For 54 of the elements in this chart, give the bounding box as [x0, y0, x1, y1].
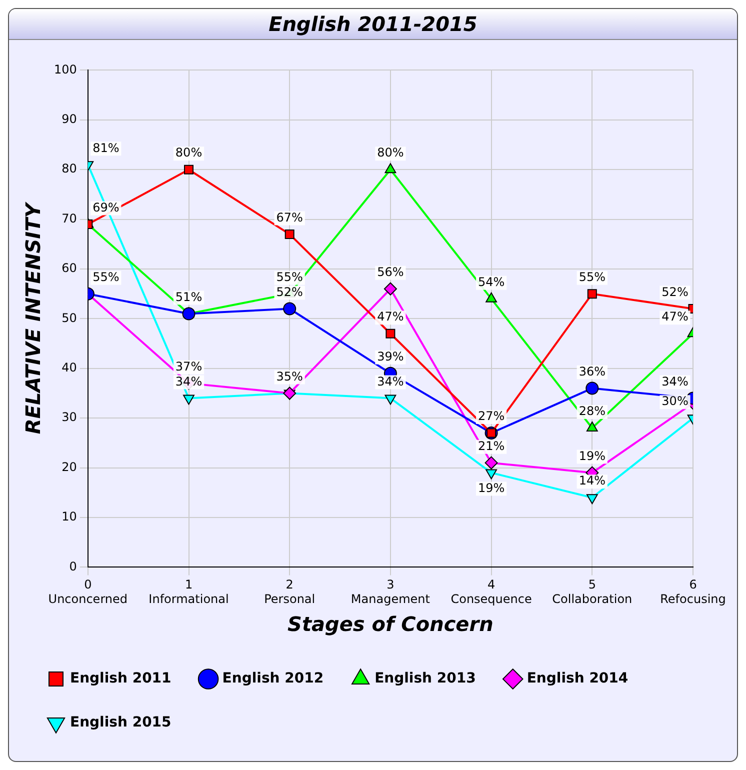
y-tick-label: 80 [62, 162, 77, 176]
x-tick-label: 2 Personal [264, 578, 316, 606]
x-tick-label: 6 Refocusing [660, 578, 726, 606]
y-tick-label: 60 [62, 261, 77, 276]
data-label: 55% [92, 270, 120, 284]
data-label: 36% [578, 364, 606, 378]
data-label: 19% [578, 448, 606, 463]
y-tick-label: 40 [62, 360, 77, 375]
x-tick-label: 4 Consequence [450, 578, 532, 606]
x-tick-label: 0 Unconcerned [48, 578, 128, 606]
y-tick-label: 10 [62, 510, 77, 524]
data-label: 19% [478, 480, 505, 495]
data-label: 35% [276, 369, 303, 384]
data-label: 34% [662, 374, 688, 388]
data-label: 47% [662, 310, 688, 324]
data-label: 34% [377, 374, 404, 388]
x-tick-label: 5 Collaboration [552, 578, 632, 606]
legend-label: English 2012 [222, 670, 324, 687]
data-label: 55% [578, 270, 606, 284]
data-label: 67% [276, 210, 303, 224]
data-label: 55% [276, 270, 303, 284]
data-label: 80% [175, 146, 202, 160]
data-label: 14% [578, 474, 606, 488]
data-label: 39% [377, 349, 404, 364]
x-axis-title: Stages of Concern [288, 612, 494, 636]
data-label: 69% [92, 200, 120, 214]
y-tick-label: 50 [62, 310, 77, 325]
data-label: 21% [478, 438, 505, 453]
data-label: 47% [377, 310, 404, 324]
legend-label: English 2014 [526, 670, 628, 687]
legend-label: English 2013 [374, 670, 476, 687]
data-label: 81% [92, 140, 120, 155]
data-label: 51% [175, 290, 202, 304]
data-label: 52% [662, 284, 688, 299]
y-tick-label: 90 [62, 112, 77, 126]
y-tick-label: 30 [62, 410, 77, 424]
data-label: 28% [578, 404, 606, 418]
x-tick-label: 1 Informational [148, 578, 229, 606]
data-label: 80% [377, 146, 404, 160]
y-tick-label: 100 [54, 62, 77, 76]
data-label: 37% [175, 359, 202, 374]
data-label: 56% [377, 265, 404, 280]
chart-title: English 2011-2015 [9, 9, 737, 40]
data-label: 27% [478, 409, 505, 424]
legend-label: English 2015 [70, 714, 172, 731]
x-tick-label: 3 Management [350, 578, 430, 606]
data-label: 54% [478, 274, 505, 289]
y-axis-title: RELATIVE INTENSITY [21, 200, 46, 434]
y-tick-label: 20 [62, 460, 77, 474]
data-label: 30% [662, 394, 688, 408]
y-tick-label: 0 [69, 559, 77, 574]
data-label: 34% [175, 374, 202, 388]
y-tick-label: 70 [62, 211, 77, 226]
legend-label: English 2011 [70, 670, 172, 687]
